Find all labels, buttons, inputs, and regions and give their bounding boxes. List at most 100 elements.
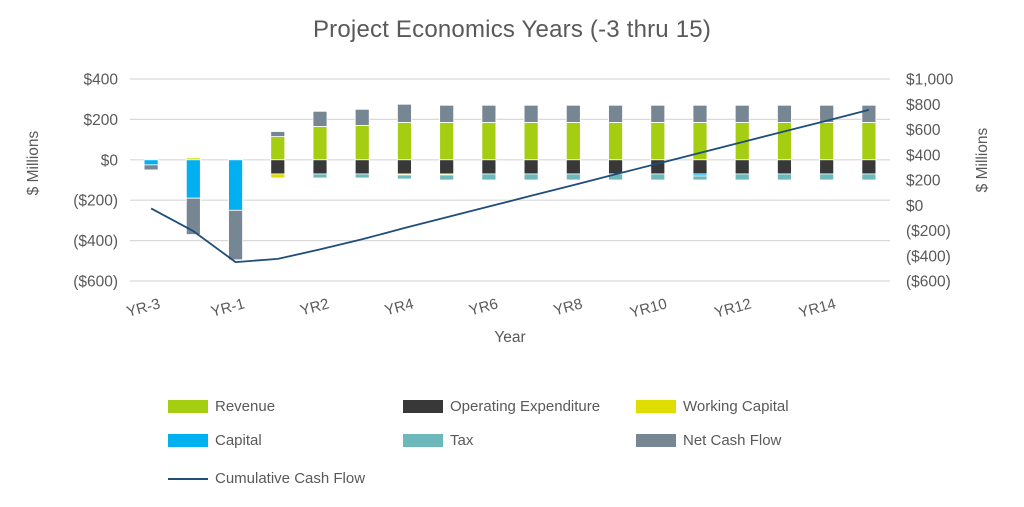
bar-segment-net-cash-flow: [185, 197, 201, 235]
operating-expenditure-swatch-icon: [403, 400, 443, 413]
legend-label: Working Capital: [683, 398, 789, 415]
bar-segment-net-cash-flow: [312, 110, 328, 127]
bar-segment-revenue: [650, 122, 666, 161]
bar-segment-tax: [312, 173, 328, 179]
capital-swatch-icon: [168, 434, 208, 447]
bar-segment-tax: [861, 173, 877, 181]
x-axis-tick-label: YR8: [552, 295, 585, 319]
legend-label: Operating Expenditure: [450, 398, 601, 415]
right-axis-tick-label: $1,000: [906, 72, 954, 89]
right-axis-tick-label: $800: [906, 97, 941, 114]
right-axis-tick-label: ($600): [906, 274, 951, 291]
bar-segment-tax: [734, 173, 750, 181]
left-axis-tick-label: ($600): [73, 274, 118, 291]
bar-segment-operating-expenditure: [692, 159, 708, 175]
bar-segment-revenue: [777, 122, 792, 161]
right-axis-tick-label: ($200): [906, 223, 951, 240]
bar-segment-operating-expenditure: [354, 159, 370, 175]
bar-segment-tax: [481, 173, 497, 181]
bar-segment-net-cash-flow: [777, 104, 792, 123]
bar-segment-net-cash-flow: [354, 108, 370, 126]
legend-item-capital: Capital: [168, 432, 262, 449]
bar-segment-revenue: [439, 122, 455, 161]
bar-segment-operating-expenditure: [523, 159, 539, 175]
bar-segment-net-cash-flow: [819, 104, 835, 123]
legend-label: Capital: [215, 432, 262, 449]
bar-segment-operating-expenditure: [439, 159, 455, 175]
x-axis-tick-label: YR10: [628, 295, 669, 321]
left-axis-tick-label: ($200): [73, 193, 118, 210]
left-axis-tick-label: $200: [84, 112, 119, 129]
bar-segment-capital: [228, 159, 243, 211]
bar-segment-tax: [819, 173, 835, 181]
right-axis-tick-label: $200: [906, 173, 941, 190]
bar-segment-operating-expenditure: [777, 159, 792, 175]
bar-segment-working-capital: [270, 173, 286, 179]
bar-segment-tax: [439, 174, 455, 181]
bar-segment-revenue: [819, 122, 835, 161]
bar-segment-tax: [777, 173, 792, 181]
legend-label: Revenue: [215, 398, 276, 415]
bar-segment-operating-expenditure: [397, 159, 412, 175]
bar-segment-revenue: [270, 136, 286, 161]
x-axis-tick-label: YR12: [713, 295, 754, 321]
bar-segment-capital: [185, 159, 201, 199]
bar-segment-operating-expenditure: [312, 159, 328, 175]
bar-segment-net-cash-flow: [270, 131, 286, 137]
revenue-swatch-icon: [168, 400, 208, 413]
bar-segment-net-cash-flow: [397, 103, 412, 123]
bar-segment-revenue: [397, 122, 412, 161]
bar-segment-operating-expenditure: [608, 159, 623, 175]
bar-segment-tax: [523, 173, 539, 181]
cumulative-cash-flow-line-swatch-icon: [168, 477, 208, 480]
right-axis-tick-label: $600: [906, 122, 941, 139]
bar-segment-net-cash-flow: [143, 164, 159, 171]
bar-segment-net-cash-flow: [439, 104, 455, 123]
right-axis-title: $ Millions: [974, 127, 991, 192]
legend-item-tax: Tax: [403, 432, 473, 449]
bar-segment-revenue: [354, 125, 370, 161]
bar-segment-revenue: [608, 122, 623, 161]
bar-segment-net-cash-flow: [228, 209, 243, 261]
left-axis-tick-label: $400: [84, 72, 119, 89]
right-axis-tick-label: $0: [906, 198, 924, 215]
cumulative-cash-flow-line: [150, 109, 870, 263]
bar-segment-net-cash-flow: [861, 104, 877, 123]
right-axis-tick-label: $400: [906, 147, 941, 164]
tax-swatch-icon: [403, 434, 443, 447]
bar-segment-tax: [397, 174, 412, 180]
bar-segment-net-cash-flow: [608, 104, 623, 123]
x-axis-tick-label: YR6: [467, 295, 500, 319]
bar-segment-tax: [354, 173, 370, 179]
left-axis-title: $ Millions: [25, 130, 42, 195]
bar-segment-revenue: [861, 122, 877, 161]
legend-label: Tax: [450, 432, 474, 449]
bar-segment-tax: [650, 173, 666, 181]
bar-segment-tax: [565, 173, 581, 181]
legend-label: Cumulative Cash Flow: [215, 470, 366, 487]
bar-segment-net-cash-flow: [650, 104, 666, 123]
net-cash-flow-swatch-icon: [636, 434, 676, 447]
left-axis-tick-label: ($400): [73, 233, 118, 250]
bar-segment-net-cash-flow: [734, 104, 750, 123]
legend-item-revenue: Revenue: [168, 398, 275, 415]
right-axis-tick-label: ($400): [906, 248, 951, 265]
x-axis-tick-label: YR-1: [209, 295, 246, 320]
x-axis-tick-label: YR14: [797, 295, 838, 321]
bar-segment-net-cash-flow: [481, 104, 497, 123]
bar-segment-net-cash-flow: [523, 104, 539, 123]
working-capital-swatch-icon: [636, 400, 676, 413]
bar-segment-capital: [143, 159, 159, 166]
bar-segment-operating-expenditure: [861, 159, 877, 175]
x-axis-tick-label: YR-3: [125, 295, 162, 320]
bar-segment-net-cash-flow: [692, 104, 708, 123]
x-axis-tick-label: YR2: [298, 295, 331, 319]
bar-segment-operating-expenditure: [565, 159, 581, 175]
bar-segment-operating-expenditure: [734, 159, 750, 175]
x-axis-tick-label: YR4: [383, 295, 416, 319]
chart-title: Project Economics Years (-3 thru 15): [312, 16, 712, 43]
left-axis-tick-label: $0: [101, 152, 119, 169]
bar-segment-net-cash-flow: [565, 104, 581, 123]
